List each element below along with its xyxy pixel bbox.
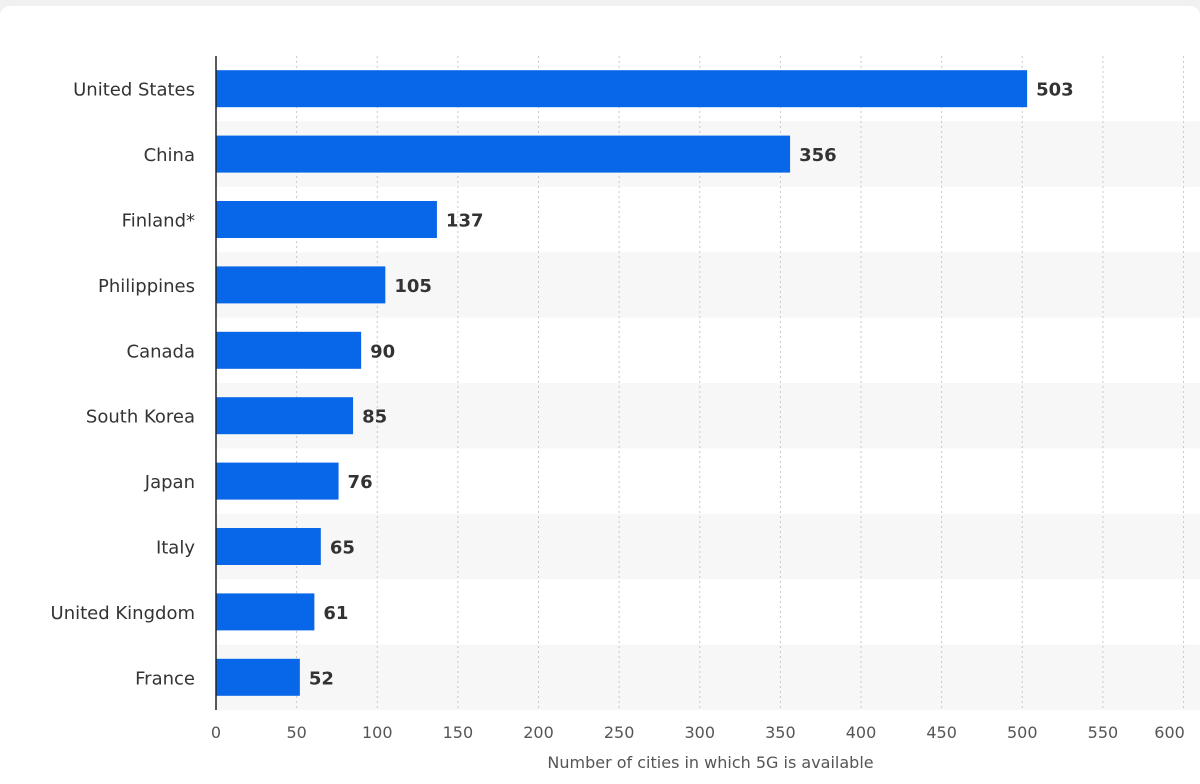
value-label: 137: [446, 211, 484, 232]
value-label: 503: [1036, 80, 1074, 101]
row-band: [216, 383, 1200, 449]
bar: [216, 462, 339, 500]
x-tick-label: 100: [362, 723, 393, 742]
value-label: 52: [309, 668, 334, 689]
value-label: 90: [370, 341, 395, 362]
x-tick-label: 250: [604, 723, 635, 742]
gridlines: [296, 56, 1185, 710]
x-tick-label: 150: [443, 723, 474, 742]
x-tick-label: 600: [1154, 723, 1185, 742]
chart-card: 503 356 137 105 90 85 76 65 61 52 United States Ch…: [0, 6, 1200, 784]
value-labels: 503 356 137 105 90 85 76 65 61 52: [309, 80, 1074, 690]
x-tick-label: 350: [765, 723, 796, 742]
x-tick-label: 400: [846, 723, 877, 742]
row-band: [216, 644, 1200, 710]
category-labels: United States China Finland* Philippines Can…: [51, 80, 196, 690]
value-label: 76: [348, 472, 373, 493]
value-label: 61: [323, 603, 348, 624]
bar: [216, 658, 300, 696]
x-tick-label: 500: [1007, 723, 1038, 742]
category-label: Finland*: [122, 211, 195, 232]
value-label: 356: [799, 145, 837, 166]
bar: [216, 70, 1028, 108]
row-band: [216, 513, 1200, 580]
category-label: South Korea: [86, 407, 195, 428]
value-label: 65: [330, 538, 355, 559]
x-tick-label: 300: [684, 723, 715, 742]
category-label: United Kingdom: [51, 603, 195, 624]
bar: [216, 201, 437, 238]
bar: [216, 331, 362, 369]
category-label: Italy: [156, 538, 195, 559]
row-bands: [216, 121, 1200, 710]
value-label: 105: [394, 276, 432, 297]
bar: [216, 397, 354, 435]
category-label: China: [144, 145, 195, 166]
bar: [216, 528, 321, 565]
category-label: Philippines: [98, 276, 195, 297]
x-tick-label: 200: [523, 723, 554, 742]
x-tick-label: 550: [1088, 723, 1119, 742]
x-tick-label: 450: [926, 723, 957, 742]
x-tick-label: 0: [211, 723, 221, 742]
bar-chart: 503 356 137 105 90 85 76 65 61 52 United States Ch…: [51, 56, 1200, 772]
category-label: United States: [73, 80, 195, 101]
category-label: Japan: [144, 472, 195, 493]
x-axis-title: Number of cities in which 5G is availabl…: [547, 753, 873, 772]
x-tick-label: 50: [286, 723, 306, 742]
bars: [216, 70, 1028, 696]
bar: [216, 135, 791, 173]
x-tick-labels: 0 50 100 150 200 250 300 350 400 450 500 550 600: [211, 723, 1185, 742]
bar: [216, 593, 315, 631]
category-label: Canada: [127, 341, 196, 362]
category-label: France: [135, 668, 195, 689]
bar: [216, 266, 386, 304]
value-label: 85: [362, 407, 387, 428]
